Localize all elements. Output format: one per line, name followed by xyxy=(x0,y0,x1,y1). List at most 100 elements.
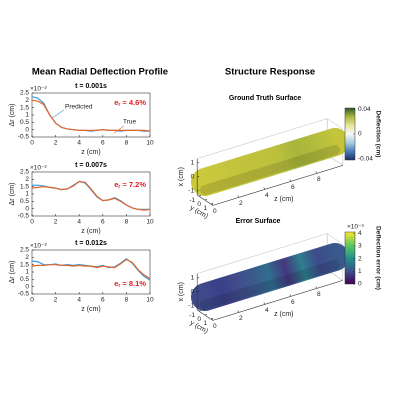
x-axis-label: z (cm) xyxy=(81,149,100,156)
axis-exponent: ×10⁻² xyxy=(30,243,47,250)
y-tick-label: -0.5 xyxy=(18,291,30,298)
y-tick-label: 0.5 xyxy=(20,276,29,283)
error-label: er = 4.6% xyxy=(114,98,146,108)
tick-mark xyxy=(210,202,214,205)
chart-title: Ground Truth Surface xyxy=(229,95,301,102)
error-symbol: e xyxy=(114,279,118,288)
colorbar-tick-label: 0 xyxy=(358,131,362,138)
y-tick-label: 0 xyxy=(25,283,29,290)
chart-title: Error Surface xyxy=(236,218,281,225)
colorbar-tick-label: 0 xyxy=(358,281,362,288)
colorbar-tick-label: 3 xyxy=(358,243,362,250)
y-tick-label: 1.5 xyxy=(20,261,29,268)
label-pointer xyxy=(113,125,125,134)
cylinder-surface xyxy=(191,243,349,311)
y-tick-label: 1 xyxy=(25,191,29,198)
colorbar xyxy=(344,231,356,285)
y-tick-label: 0 xyxy=(25,126,29,133)
chart-title: t = 0.007s xyxy=(75,162,107,169)
z-tick-label: 8 xyxy=(317,176,321,183)
x-tick-label: 4 xyxy=(77,140,81,147)
cylinder-shade xyxy=(200,145,340,195)
y-tick-label: 1 xyxy=(25,269,29,276)
series-label: Predicted xyxy=(65,104,93,111)
x-tick-label: 0 xyxy=(191,289,195,296)
cylinder-shade xyxy=(200,260,340,310)
z-tick-label: 4 xyxy=(265,307,269,314)
series-line xyxy=(31,180,151,211)
z-tick-label: 6 xyxy=(291,184,295,191)
x-tick-label: 10 xyxy=(146,140,154,147)
chart-title: t = 0.001s xyxy=(75,83,107,90)
z-axis xyxy=(212,280,343,321)
colorbar-tick-label: 2 xyxy=(358,255,362,262)
y-tick-label: 0 xyxy=(197,201,201,208)
x-tick-label: 2 xyxy=(54,297,58,304)
colorbar-tick-label: 1 xyxy=(358,268,362,275)
tick-mark xyxy=(210,317,214,320)
colorbar-exponent: ×10⁻³ xyxy=(347,224,364,231)
x-tick-label: 4 xyxy=(77,219,81,226)
tick-mark xyxy=(263,302,266,305)
x-tick-label: 6 xyxy=(101,140,105,147)
y-tick-label: 2.5 xyxy=(20,90,29,97)
error-symbol: e xyxy=(114,180,118,189)
tick-mark xyxy=(204,313,208,316)
tick-mark xyxy=(315,286,318,289)
y-tick-label: 0.5 xyxy=(20,119,29,126)
tick-mark xyxy=(204,198,208,201)
x-tick-label: 8 xyxy=(125,297,129,304)
x-axis-label: x (cm) xyxy=(178,282,185,301)
error-subscript: r xyxy=(118,283,120,289)
x-tick-label: -1 xyxy=(188,303,194,310)
tick-mark xyxy=(315,171,318,174)
x-tick-label: 6 xyxy=(101,219,105,226)
y-tick-label: 1.5 xyxy=(20,104,29,111)
x-tick-label: 10 xyxy=(146,219,154,226)
x-tick-label: 8 xyxy=(125,219,129,226)
z-tick-label: 0 xyxy=(213,323,217,330)
x-tick-label: 0 xyxy=(191,174,195,181)
x-axis-label: x (cm) xyxy=(178,167,185,186)
axis-exponent: ×10⁻² xyxy=(30,86,47,93)
y-tick-label: 1.5 xyxy=(20,183,29,190)
cylinder-surface xyxy=(191,128,349,196)
z-axis-label: z (cm) xyxy=(274,311,293,318)
x-tick-label: 10 xyxy=(146,297,154,304)
y-tick-label: -0.5 xyxy=(18,134,30,141)
tick-mark xyxy=(237,310,240,313)
y-tick-label: 1 xyxy=(25,112,29,119)
colorbar-tick-label: 0.04 xyxy=(358,106,371,113)
colorbar-label: Deflection error (cm) xyxy=(374,226,381,290)
x-tick-label: 6 xyxy=(101,297,105,304)
z-tick-label: 0 xyxy=(213,208,217,215)
series-line xyxy=(31,258,151,280)
panel-title: Mean Radial Deflection Profile xyxy=(32,67,168,78)
tick-mark xyxy=(263,187,266,190)
error-label: er = 8.1% xyxy=(114,279,146,289)
panel-title: Structure Response xyxy=(225,67,315,78)
z-axis-label: z (cm) xyxy=(274,196,293,203)
series-label: True xyxy=(123,119,137,126)
axis-exponent: ×10⁻² xyxy=(30,165,47,172)
z-tick-label: 2 xyxy=(239,315,243,322)
error-text: = 8.1% xyxy=(120,279,146,288)
x-axis-label: z (cm) xyxy=(81,306,100,313)
y-tick-label: 0 xyxy=(25,205,29,212)
y-tick-label: -0.5 xyxy=(18,213,30,220)
x-tick-label: -1 xyxy=(188,188,194,195)
label-pointer xyxy=(51,109,65,119)
x-tick-label: 1 xyxy=(191,160,195,167)
tick-mark xyxy=(198,309,202,312)
plot-frame xyxy=(31,171,151,217)
colorbar-tick-label: 4 xyxy=(358,230,362,237)
error-symbol: e xyxy=(114,98,118,107)
tick-mark xyxy=(237,195,240,198)
tick-mark xyxy=(198,194,202,197)
y-tick-label: -1 xyxy=(189,197,195,204)
y-tick-label: 2 xyxy=(25,97,29,104)
tick-mark xyxy=(289,179,292,182)
y-tick-label: 2 xyxy=(25,254,29,261)
x-axis-label: z (cm) xyxy=(81,228,100,235)
